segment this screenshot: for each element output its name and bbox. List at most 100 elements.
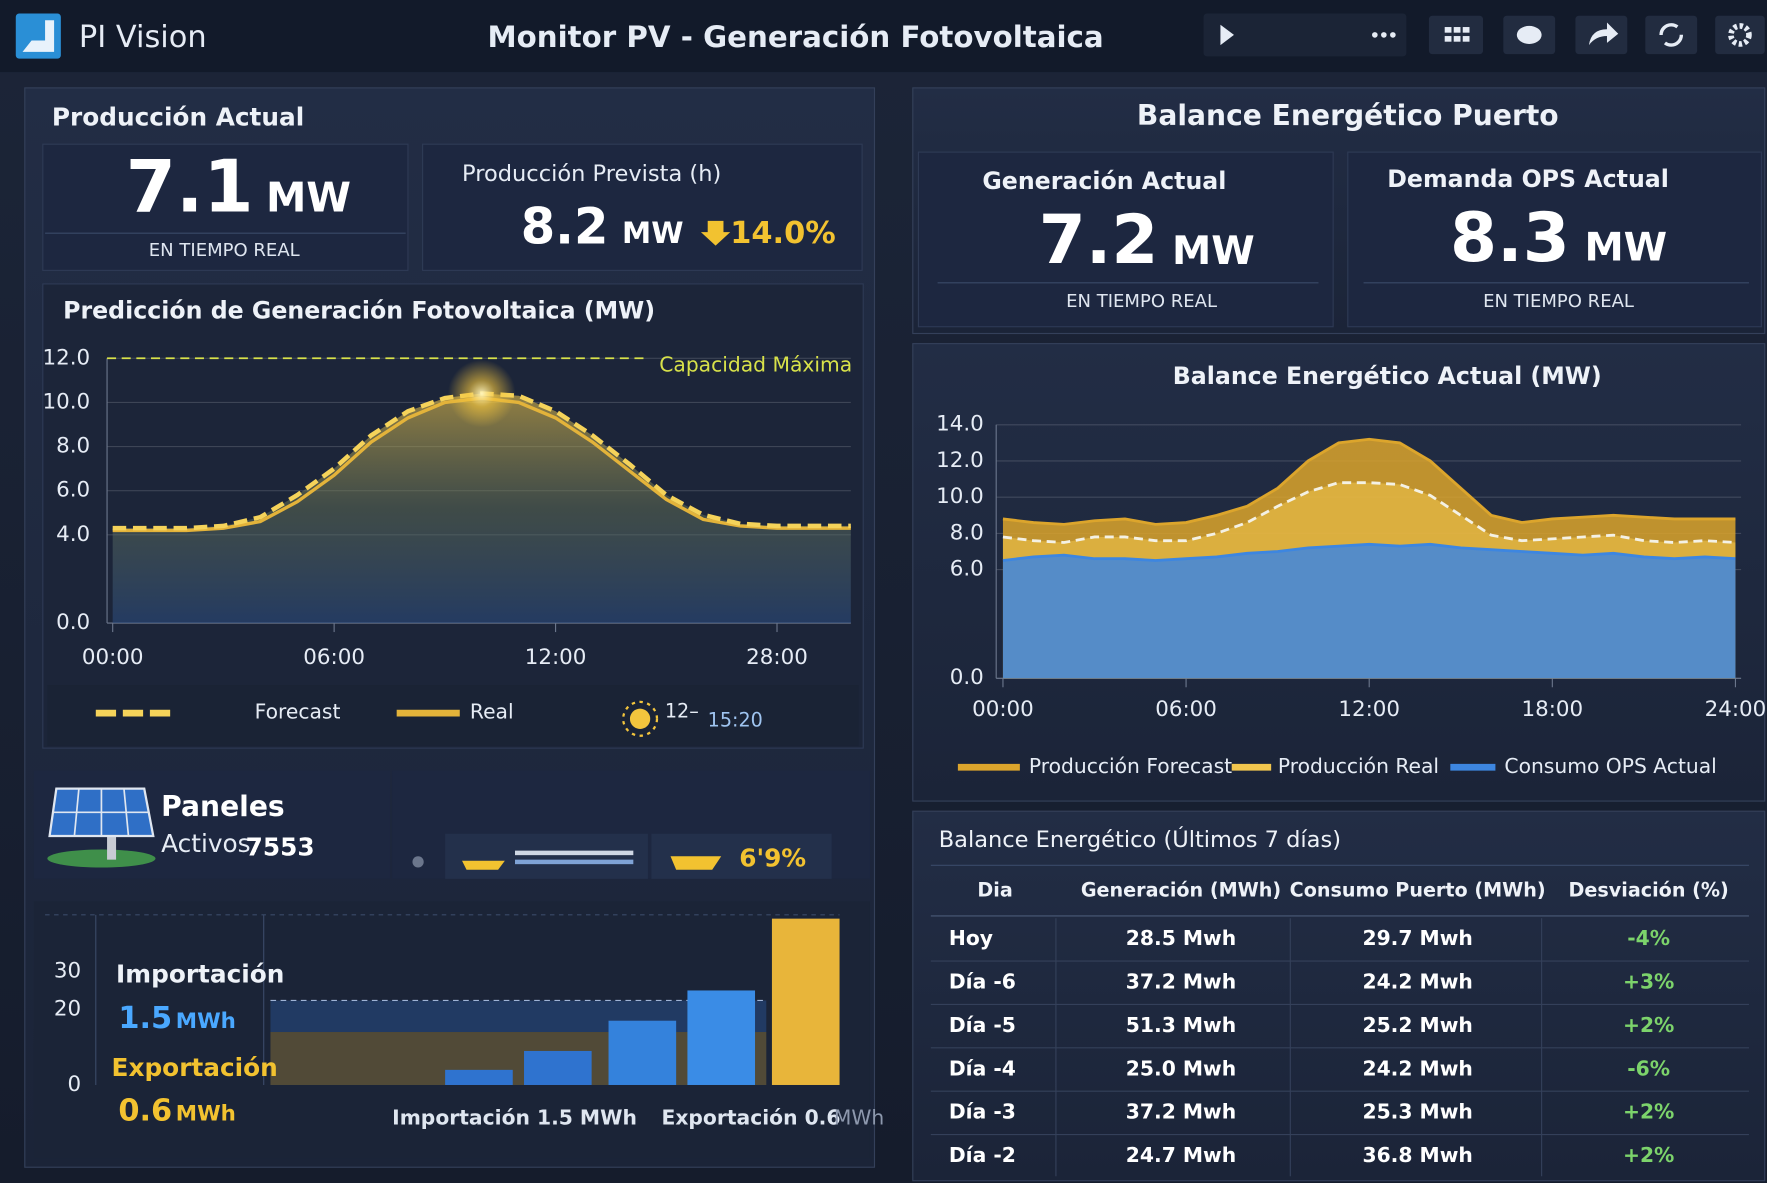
kpi-unit: MW <box>622 216 683 250</box>
x-tick-label: 12:00 <box>525 645 587 670</box>
kpi-title: Generación Actual <box>982 167 1226 195</box>
bar <box>445 1069 513 1085</box>
generation-box <box>917 151 1334 328</box>
panel-title: Balance Energético Puerto <box>1137 99 1559 132</box>
import-unit: MWh <box>176 1009 236 1034</box>
y-tick-label: 20 <box>54 996 81 1021</box>
table-cell: 37.2 Mwh <box>1126 1100 1236 1124</box>
table-cell: 28.5 Mwh <box>1126 926 1236 950</box>
kpi-title: Producción Prevista (h) <box>462 161 721 187</box>
legend-label: Consumo OPS Actual <box>1504 754 1716 778</box>
y-tick-label: 14.0 <box>936 412 984 437</box>
x-tick-label: 06:00 <box>1155 697 1217 722</box>
status-dot <box>412 856 424 868</box>
reference-label: Capacidad Máxima <box>659 353 852 377</box>
grid-icon <box>1444 27 1470 42</box>
app-name: PI Vision <box>79 20 207 55</box>
refresh-icon <box>1659 23 1684 47</box>
x-tick-label: 24:00 <box>1705 697 1767 722</box>
app-logo-mark <box>22 20 55 52</box>
table-cell: 24.2 Mwh <box>1362 970 1472 994</box>
x-tick-label: 00:00 <box>82 645 144 670</box>
table-cell: Día -4 <box>949 1056 1016 1080</box>
y-tick-label: 0 <box>68 1072 82 1097</box>
footer-label: Importación 1.5 MWh <box>392 1105 637 1129</box>
legend-label: Producción Real <box>1278 754 1439 778</box>
area <box>1002 544 1736 679</box>
import-band <box>270 1000 767 1033</box>
chart-title: Balance Energético Actual (MW) <box>1173 362 1602 390</box>
sun-icon <box>629 708 651 729</box>
column-header: Desviación (%) <box>1569 879 1729 902</box>
footer-unit: MWh <box>834 1105 884 1129</box>
x-tick-label: 18:00 <box>1521 697 1583 722</box>
ship-strip <box>462 850 634 870</box>
table-cell: Día -3 <box>949 1100 1016 1124</box>
kpi-value: 7.1 <box>126 146 254 230</box>
x-tick-label: 28:00 <box>746 645 808 670</box>
panels-label: Activos. <box>161 829 258 858</box>
export-unit: MWh <box>176 1101 236 1126</box>
settings-button[interactable] <box>1715 15 1765 55</box>
grid-view-button[interactable] <box>1428 15 1484 55</box>
table-cell: 51.3 Mwh <box>1126 1013 1236 1037</box>
kpi-value: 7.2 <box>1039 200 1159 279</box>
bar <box>524 1050 592 1085</box>
y-tick-label: 0.0 <box>56 610 90 635</box>
panel-title: Producción Actual <box>52 102 304 131</box>
table-cell: Día -2 <box>949 1143 1016 1167</box>
legend-label: Forecast <box>255 700 341 724</box>
share-icon <box>1588 22 1619 46</box>
table-cell: Hoy <box>949 926 993 950</box>
column-header: Consumo Puerto (MWh) <box>1290 879 1546 902</box>
table-cell: +2% <box>1623 1100 1674 1124</box>
panels-count: 7553 <box>246 832 315 861</box>
panels-title: Paneles <box>161 790 285 823</box>
ship-icon <box>670 856 722 870</box>
table-cell: 24.7 Mwh <box>1126 1143 1236 1167</box>
export-band <box>270 1032 767 1085</box>
y-tick-label: 8.0 <box>950 520 984 545</box>
y-tick-label: 30 <box>54 959 81 984</box>
more-button[interactable] <box>1372 32 1396 38</box>
y-tick-label: 8.0 <box>56 434 90 459</box>
sun-rays <box>622 700 659 737</box>
y-tick-label: 12.0 <box>43 345 91 370</box>
area-fill <box>112 393 851 624</box>
series-line <box>1002 481 1736 544</box>
kpi-value: 8.2 <box>521 197 609 255</box>
toolbar <box>1428 15 1765 55</box>
table-cell: 29.7 Mwh <box>1362 926 1472 950</box>
table-cell: +2% <box>1623 1143 1674 1167</box>
bar <box>771 918 840 1085</box>
bar <box>687 990 756 1085</box>
table-cell: 25.2 Mwh <box>1362 1013 1472 1037</box>
kpi-title: Demanda OPS Actual <box>1387 165 1669 193</box>
table-cell: Día -6 <box>949 970 1016 994</box>
demand-box <box>1347 151 1762 328</box>
y-tick-label: 4.0 <box>56 522 90 547</box>
y-tick-label: 0.0 <box>950 665 984 690</box>
kpi-note: EN TIEMPO REAL <box>1066 291 1217 312</box>
current-production-box <box>42 143 409 271</box>
export-value: 0.6 <box>118 1094 172 1129</box>
marker-label: 12– <box>665 700 699 723</box>
refresh-button[interactable] <box>1645 15 1698 55</box>
kpi-note: EN TIEMPO REAL <box>1483 291 1634 312</box>
table-cell: +3% <box>1623 970 1674 994</box>
table-title: Balance Energético (Últimos 7 días) <box>939 825 1341 853</box>
kpi-change: 14.0% <box>730 216 836 251</box>
table-cell: 37.2 Mwh <box>1126 970 1236 994</box>
playback-bar[interactable] <box>1203 13 1407 57</box>
legend-label: Producción Forecast <box>1029 754 1232 778</box>
table-panel <box>912 810 1766 1182</box>
table-cell: 25.3 Mwh <box>1362 1100 1472 1124</box>
import-value: 1.5 <box>118 1001 172 1036</box>
play-button[interactable] <box>1220 24 1234 46</box>
table-cell: 36.8 Mwh <box>1362 1143 1472 1167</box>
sun-glow <box>447 359 516 428</box>
table-cell: 25.0 Mwh <box>1126 1056 1236 1080</box>
bar <box>608 1020 677 1085</box>
kpi-unit: MW <box>1584 225 1667 271</box>
